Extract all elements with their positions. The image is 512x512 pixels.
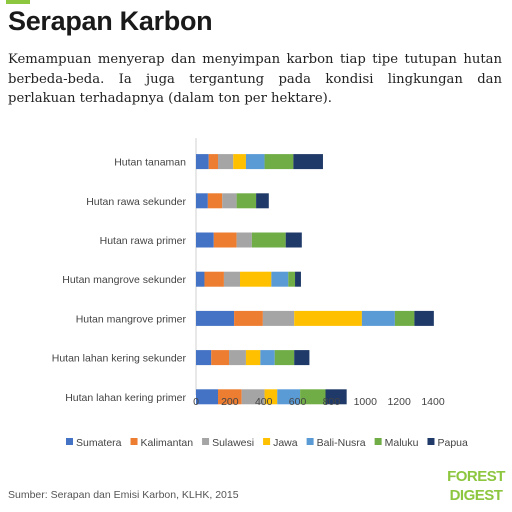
bar-segment	[256, 193, 269, 209]
bar-segment	[196, 154, 209, 170]
bar-segment	[271, 271, 289, 287]
source-note: Sumber: Serapan dan Emisi Karbon, KLHK, …	[8, 489, 239, 501]
bar-segment	[211, 350, 230, 366]
x-tick-label: 1200	[387, 396, 411, 408]
svg-text:DIGEST: DIGEST	[450, 487, 503, 504]
bar-segment	[294, 310, 362, 326]
legend-swatch	[202, 438, 210, 445]
category-label: Hutan mangrove primer	[76, 313, 187, 325]
bar-segment	[300, 389, 326, 405]
bar-segment	[218, 389, 242, 405]
legend-label: Sumatera	[76, 437, 122, 449]
page-title: Serapan Karbon	[8, 6, 213, 36]
legend-label: Sulawesi	[212, 437, 254, 449]
legend-label: Jawa	[273, 437, 298, 449]
bar-segment	[218, 154, 234, 170]
legend-swatch	[306, 438, 314, 445]
bar-segment	[223, 271, 241, 287]
x-tick-label: 600	[289, 396, 307, 408]
bar-segment	[277, 389, 301, 405]
bar-segment	[295, 271, 301, 287]
bar-segment	[236, 193, 257, 209]
bar-segment	[207, 193, 223, 209]
bar-segment	[262, 310, 295, 326]
bar-segment	[251, 232, 286, 248]
bar-segment	[285, 232, 302, 248]
title-accent-bar	[6, 0, 30, 4]
bar-segment	[196, 310, 235, 326]
legend-swatch	[130, 438, 138, 445]
legend-label: Maluku	[385, 437, 419, 449]
legend-label: Bali-Nusra	[317, 437, 366, 449]
bar-segment	[240, 271, 272, 287]
x-tick-label: 400	[255, 396, 273, 408]
bar-segment	[222, 193, 237, 209]
bar-segment	[264, 389, 278, 405]
bar-segment	[274, 350, 295, 366]
x-tick-label: 1400	[421, 396, 445, 408]
x-tick-label: 200	[221, 396, 239, 408]
legend-label: Kalimantan	[141, 437, 194, 449]
bar-segment	[196, 389, 219, 405]
bar-segment	[245, 154, 265, 170]
bar-segment	[288, 271, 296, 287]
bar-segment	[236, 232, 252, 248]
bar-segment	[293, 154, 323, 170]
category-label: Hutan rawa sekunder	[86, 196, 186, 208]
category-label: Hutan lahan kering sekunder	[52, 353, 187, 365]
forest-digest-logo: FOREST DIGEST	[447, 468, 506, 504]
bar-segment	[229, 350, 246, 366]
bar-segment	[361, 310, 395, 326]
bar-segment	[234, 310, 263, 326]
category-label: Hutan rawa primer	[100, 235, 187, 247]
category-label: Hutan tanaman	[114, 157, 186, 169]
bar-segment	[394, 310, 415, 326]
bar-segment	[325, 389, 347, 405]
bar-segment	[260, 350, 275, 366]
bar-segment	[196, 350, 212, 366]
legend-swatch	[263, 438, 271, 445]
legend-swatch	[66, 438, 73, 445]
bar-segment	[196, 271, 205, 287]
bar-segment	[204, 271, 224, 287]
bar-segment	[208, 154, 219, 170]
bar-segment	[294, 350, 310, 366]
bar-segment	[196, 232, 214, 248]
category-label: Hutan mangrove sekunder	[62, 274, 186, 286]
bar-segment	[245, 350, 261, 366]
chart-area: Hutan tanaman Hutan rawa sekunder Hutan ra…	[0, 128, 512, 468]
legend-swatch	[427, 438, 435, 445]
bar-segment	[233, 154, 246, 170]
svg-text:FOREST: FOREST	[447, 468, 505, 485]
bar-segment	[196, 193, 208, 209]
legend-swatch	[374, 438, 382, 445]
bar-segment	[241, 389, 265, 405]
legend-label: Papua	[437, 437, 468, 449]
bar-segment	[414, 310, 434, 326]
x-tick-label: 1000	[354, 396, 378, 408]
stacked-bar-chart: Hutan tanaman Hutan rawa sekunder Hutan ra…	[52, 138, 468, 449]
x-tick-label: 0	[193, 396, 199, 408]
category-label: Hutan lahan kering primer	[65, 392, 186, 404]
page-subtitle: Kemampuan menyerap dan menyimpan karbon …	[8, 52, 502, 106]
bar-segment	[264, 154, 294, 170]
x-tick-label: 800	[323, 396, 341, 408]
bar-segment	[213, 232, 237, 248]
